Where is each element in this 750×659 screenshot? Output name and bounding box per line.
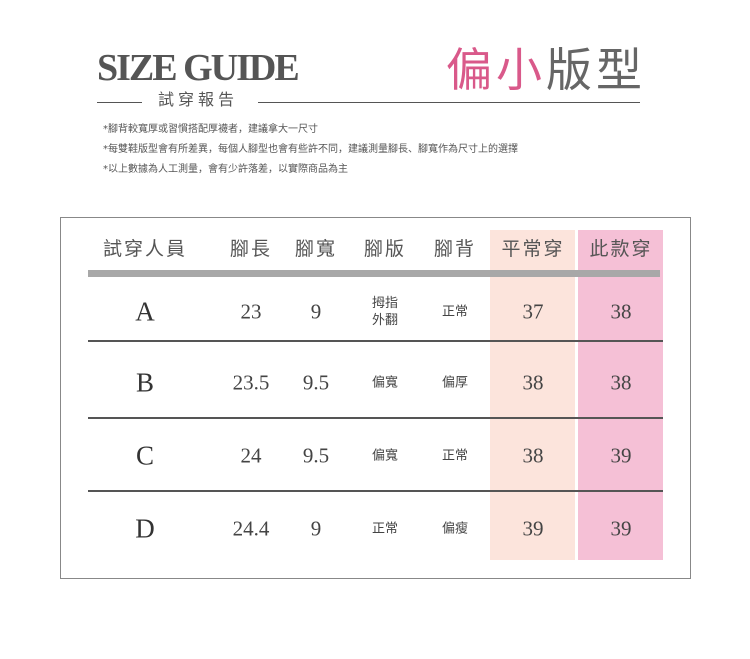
- cell-shape: 偏寬: [371, 448, 399, 464]
- size-table: [60, 217, 691, 579]
- cell-this: 39: [610, 443, 632, 468]
- cell-instep: 偏瘦: [441, 521, 469, 537]
- cell-shape: 拇指 外翻: [371, 296, 399, 328]
- cell-width: 9: [310, 516, 322, 541]
- cell-name: B: [135, 367, 155, 398]
- cell-name: C: [135, 440, 155, 471]
- cell-normal: 38: [522, 370, 544, 395]
- divider: [258, 102, 640, 103]
- row-divider: [88, 340, 663, 342]
- divider: [97, 102, 142, 103]
- row-divider: [88, 417, 663, 419]
- header-instep: 腳背: [433, 238, 477, 260]
- header-tester: 試穿人員: [102, 238, 188, 260]
- cell-normal: 37: [522, 299, 544, 324]
- note-1: *腳背較寬厚或習慣搭配厚襪者，建議拿大一尺寸: [103, 124, 318, 135]
- cell-shape: 偏寬: [371, 375, 399, 391]
- cell-length: 23.5: [232, 370, 270, 395]
- cell-width: 9.5: [302, 443, 330, 468]
- cell-length: 24.4: [232, 516, 270, 541]
- cell-this: 38: [610, 370, 632, 395]
- cell-name: D: [135, 513, 155, 544]
- size-guide-title: SIZE GUIDE: [97, 47, 300, 89]
- note-2: *每雙鞋版型會有所差異，每個人腳型也會有些許不同，建議測量腳長、腳寬作為尺寸上的…: [103, 144, 518, 155]
- header-foot-shape: 腳版: [363, 238, 407, 260]
- fit-badge: 偏小版型: [446, 42, 646, 98]
- cell-instep: 偏厚: [441, 375, 469, 391]
- cell-length: 23: [240, 299, 262, 324]
- header-foot-length: 腳長: [229, 238, 273, 260]
- header-foot-width: 腳寬: [294, 238, 338, 260]
- fit-badge-pink: 偏小: [446, 43, 546, 97]
- cell-width: 9.5: [302, 370, 330, 395]
- header-this-size: 此款穿: [589, 238, 653, 260]
- normal-size-column-bg: [490, 230, 575, 560]
- cell-normal: 39: [522, 516, 544, 541]
- cell-length: 24: [240, 443, 262, 468]
- header-normal-size: 平常穿: [501, 238, 565, 260]
- row-divider: [88, 490, 663, 492]
- cell-normal: 38: [522, 443, 544, 468]
- this-size-column-bg: [578, 230, 663, 560]
- cell-instep: 正常: [441, 304, 469, 320]
- fit-badge-grey: 版型: [546, 43, 646, 97]
- header-bar: [88, 270, 660, 277]
- cell-shape: 正常: [371, 521, 399, 537]
- cell-name: A: [135, 296, 155, 327]
- cell-width: 9: [310, 299, 322, 324]
- cell-this: 39: [610, 516, 632, 541]
- subtitle: 試穿報告: [158, 90, 239, 109]
- cell-instep: 正常: [441, 448, 469, 464]
- note-3: *以上數據為人工測量，會有少許落差，以實際商品為主: [103, 164, 348, 175]
- cell-this: 38: [610, 299, 632, 324]
